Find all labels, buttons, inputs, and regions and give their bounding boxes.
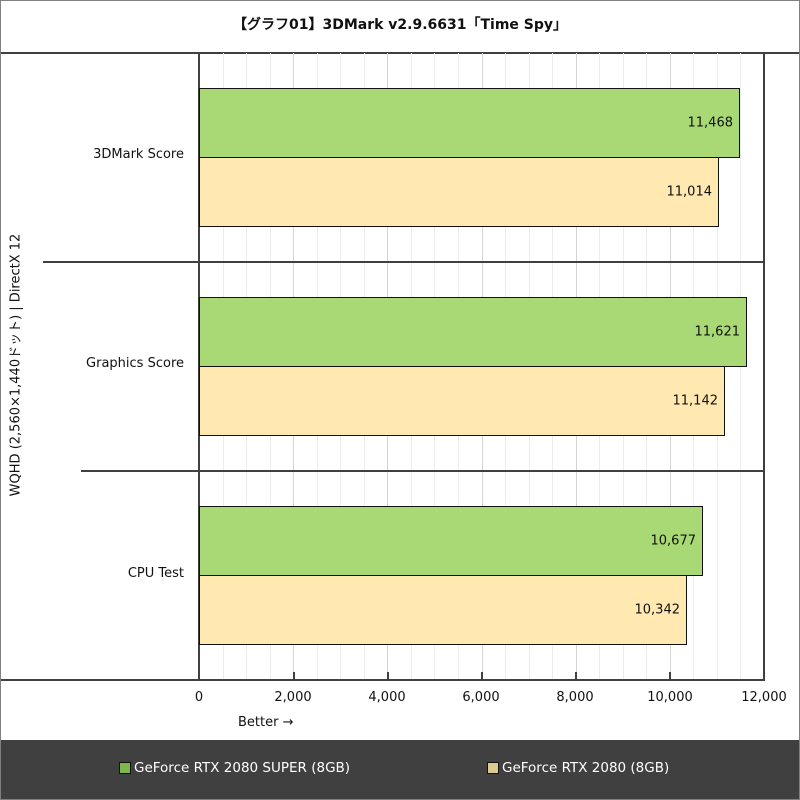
bar-3dmark-score-2080: 11,014 [199,157,719,227]
category-separator-2 [81,470,764,472]
x-axis-note: Better → [238,715,294,730]
chart-title: 【グラフ01】3DMark v2.9.6631「Time Spy」 [232,17,568,33]
legend-swatch-tan-icon [487,762,499,774]
legend-label: GeForce RTX 2080 SUPER (8GB) [134,760,351,776]
legend-item-2080: GeForce RTX 2080 (8GB) [487,760,669,776]
bar-cpu-test-2080-super: 10,677 [199,506,703,576]
x-tick [575,672,577,680]
x-tick [481,672,483,680]
y-axis-label: WQHD (2,560×1,440ドット) | DirectX 12 [8,233,24,497]
x-tick-label: 10,000 [647,690,693,705]
bar-value: 11,014 [666,184,713,200]
bar-graphics-score-2080-super: 11,621 [199,297,747,367]
x-tick [293,672,295,680]
bar-value: 11,468 [687,115,734,131]
bar-value: 11,621 [694,324,741,340]
plot-right-border [763,53,765,680]
legend-label: GeForce RTX 2080 (8GB) [502,760,670,776]
bar-value: 10,677 [650,533,697,549]
legend-item-2080-super: GeForce RTX 2080 SUPER (8GB) [119,760,350,776]
bar-value: 11,142 [672,393,719,409]
bar-cpu-test-2080: 10,342 [199,575,687,645]
x-tick [669,672,671,680]
x-tick-label: 12,000 [741,690,787,705]
legend: GeForce RTX 2080 SUPER (8GB) GeForce RTX… [1,740,799,799]
bar-3dmark-score-2080-super: 11,468 [199,88,740,158]
x-tick [387,672,389,680]
category-label-graphics-score: Graphics Score [86,356,184,371]
category-label-cpu-test: CPU Test [127,566,184,581]
bar-graphics-score-2080: 11,142 [199,366,725,436]
x-tick-label: 6,000 [462,690,500,705]
bar-value: 10,342 [634,602,681,618]
x-tick-label: 0 [194,690,204,705]
category-label-3dmark-score: 3DMark Score [93,147,184,162]
x-tick-label: 4,000 [368,690,406,705]
x-axis-line [1,679,765,681]
category-separator-1 [43,261,764,263]
header-divider [1,52,799,54]
x-tick-label: 8,000 [556,690,594,705]
x-tick-label: 2,000 [274,690,312,705]
legend-swatch-green-icon [119,762,131,774]
